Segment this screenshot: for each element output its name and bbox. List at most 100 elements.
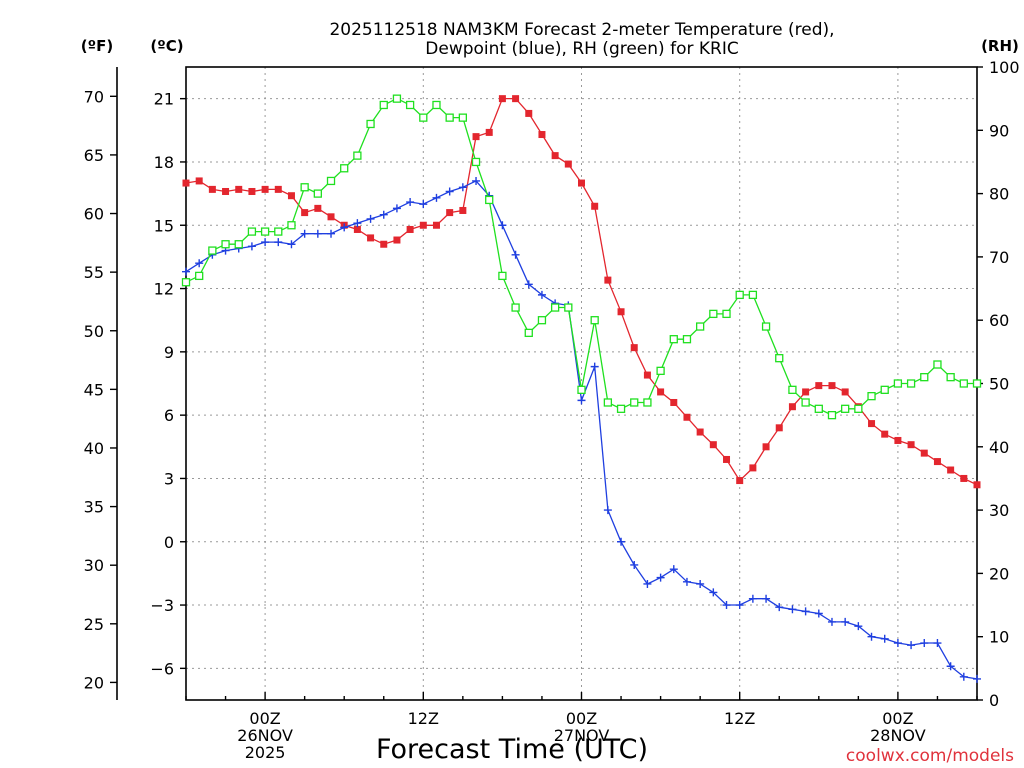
temperature-point xyxy=(788,403,796,411)
dewpoint-point xyxy=(458,183,467,192)
dewpoint-point xyxy=(353,219,362,228)
relative-humidity-point xyxy=(616,404,626,413)
relative-humidity-point xyxy=(748,290,758,300)
celsius-tick-label: 9 xyxy=(164,343,174,362)
fahrenheit-tick-label: 20 xyxy=(84,673,104,692)
dewpoint-point xyxy=(841,617,850,626)
relative-humidity-point xyxy=(405,100,415,110)
dewpoint-point xyxy=(392,204,401,213)
temperature-point xyxy=(894,436,902,444)
relative-humidity-point xyxy=(287,221,296,230)
dewpoint-point xyxy=(472,176,481,185)
relative-humidity-point xyxy=(537,316,547,325)
temperature-point xyxy=(432,221,440,229)
relative-humidity-point xyxy=(788,385,797,394)
temperature-point xyxy=(353,225,361,233)
dewpoint-point xyxy=(920,639,929,648)
temperature-point xyxy=(446,209,454,217)
temperature-point xyxy=(578,179,585,187)
relative-humidity-point xyxy=(814,404,823,413)
relative-humidity-point xyxy=(801,398,810,407)
celsius-tick-label: 6 xyxy=(164,406,174,425)
relative-humidity-point xyxy=(893,379,903,388)
temperature-point xyxy=(643,371,651,379)
relative-humidity-point xyxy=(722,309,731,319)
dewpoint-point xyxy=(709,588,718,597)
dewpoint-point xyxy=(775,603,784,612)
dewpoint-point xyxy=(419,200,428,209)
relative-humidity-point xyxy=(313,189,322,198)
temperature-point xyxy=(235,185,243,193)
temperature-point xyxy=(868,420,876,428)
temperature-point xyxy=(749,464,757,472)
relative-humidity-point xyxy=(300,183,309,192)
rh-tick-label: 10 xyxy=(989,628,1009,647)
relative-humidity-point xyxy=(880,385,889,394)
dewpoint-point xyxy=(907,641,916,650)
rh-axis: 0 10 20 30 40 50 60 70 80 90 100 xyxy=(977,58,1020,710)
relative-humidity-point xyxy=(247,227,257,236)
rh-tick-label: 40 xyxy=(989,438,1009,457)
relative-humidity-point xyxy=(366,119,375,129)
dewpoint-point xyxy=(973,674,981,683)
relative-humidity-point xyxy=(761,322,771,331)
celsius-tick-label: 3 xyxy=(164,469,174,488)
dewpoint-point xyxy=(511,250,520,259)
temperature-point xyxy=(933,458,941,466)
relative-humidity-point xyxy=(630,398,639,407)
fahrenheit-axis: 20 25 30 35 40 45 50 55 60 65 70 xyxy=(84,87,117,692)
relative-humidity-point xyxy=(841,404,850,413)
dewpoint-point xyxy=(590,362,599,371)
dewpoint-point xyxy=(537,290,546,299)
relative-humidity-point xyxy=(735,290,744,300)
time-tick-label: 2025 xyxy=(245,743,286,762)
relative-humidity-point xyxy=(260,227,270,236)
temperature-point xyxy=(709,441,717,449)
temperature-point xyxy=(248,187,256,195)
relative-humidity-point xyxy=(946,373,955,382)
relative-humidity-point xyxy=(906,379,916,388)
dewpoint-point xyxy=(722,601,731,610)
relative-humidity-point xyxy=(471,157,481,167)
dewpoint-point xyxy=(617,537,626,546)
dewpoint-point xyxy=(762,594,771,603)
dewpoint-point xyxy=(577,396,586,405)
temperature-point xyxy=(564,160,572,168)
relative-humidity-point xyxy=(972,379,982,388)
rh-tick-label: 70 xyxy=(989,248,1009,267)
temperature-point xyxy=(723,455,731,463)
relative-humidity-point xyxy=(195,271,204,281)
dewpoint-point xyxy=(933,639,942,648)
dewpoint-point xyxy=(445,187,454,196)
temperature-point xyxy=(696,428,704,436)
temperature-point xyxy=(604,276,612,284)
relative-humidity-point xyxy=(379,100,388,110)
relative-humidity-point xyxy=(326,176,336,186)
relative-humidity-point xyxy=(524,328,533,338)
temperature-point xyxy=(208,185,216,193)
rh-tick-label: 100 xyxy=(989,58,1020,77)
temperature-point xyxy=(222,187,230,195)
time-tick-label: 00Z xyxy=(249,709,280,728)
relative-humidity-point xyxy=(603,398,613,407)
rh-tick-label: 60 xyxy=(989,311,1009,330)
dewpoint-point xyxy=(827,617,836,626)
temperature-point xyxy=(683,413,691,421)
temperature-point xyxy=(472,133,480,141)
temperature-point xyxy=(947,466,955,474)
relative-humidity-point xyxy=(854,404,863,413)
rh-tick-label: 0 xyxy=(989,691,999,710)
temperature-point xyxy=(538,131,546,139)
celsius-tick-label: −3 xyxy=(150,596,174,615)
temperature-point xyxy=(525,109,533,117)
fahrenheit-unit-label: (ºF) xyxy=(81,37,113,55)
dewpoint-point xyxy=(498,221,507,230)
temperature-point xyxy=(301,209,309,217)
temperature-point xyxy=(907,441,915,449)
time-tick-label: 00Z xyxy=(566,709,597,728)
dewpoint-point xyxy=(669,565,678,574)
dewpoint-point xyxy=(247,242,256,251)
temperature-point xyxy=(419,221,427,229)
fahrenheit-tick-label: 25 xyxy=(84,615,104,634)
celsius-tick-label: 18 xyxy=(154,153,174,172)
